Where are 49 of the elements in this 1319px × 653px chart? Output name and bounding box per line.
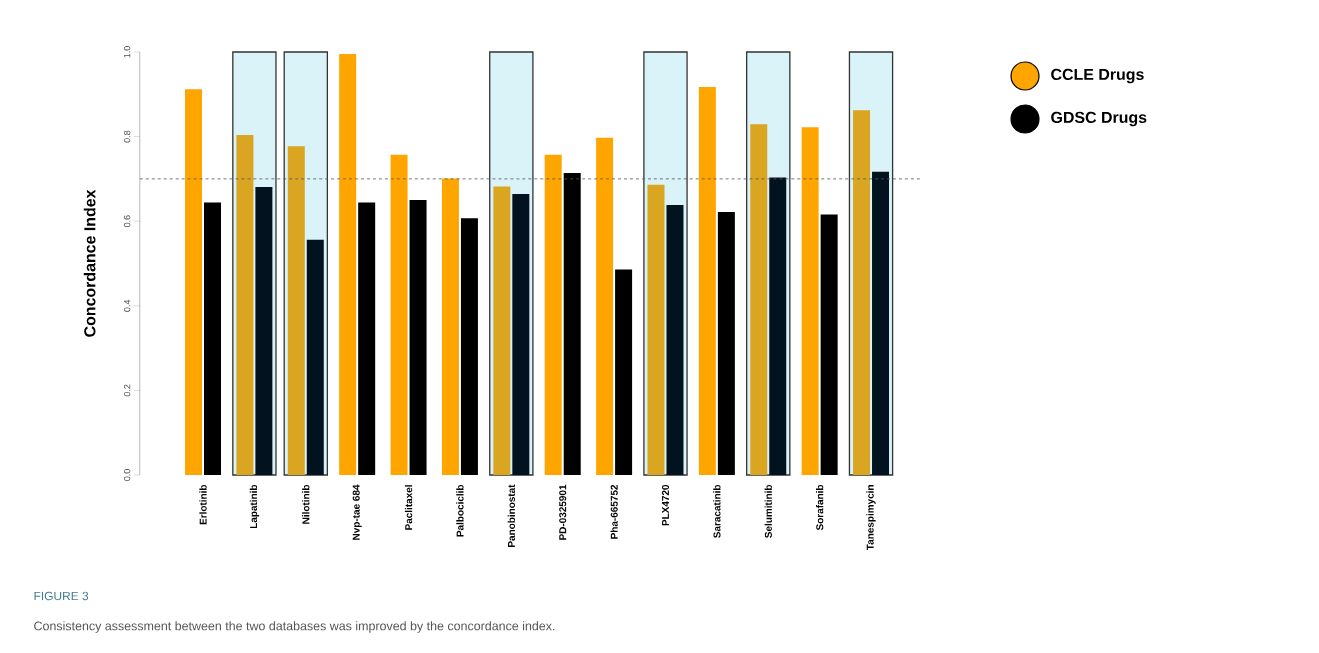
bar bbox=[409, 200, 427, 475]
bar bbox=[390, 154, 408, 475]
y-tick-label: 0.8 bbox=[123, 130, 131, 143]
bar bbox=[872, 171, 890, 475]
legend-label: CCLE Drugs bbox=[1051, 68, 1144, 84]
bar bbox=[563, 172, 581, 475]
x-tick-label: Panobinostat bbox=[507, 484, 515, 547]
bar bbox=[185, 89, 203, 475]
bar bbox=[717, 211, 735, 475]
bar bbox=[358, 202, 376, 475]
y-tick-label: 0.0 bbox=[123, 469, 131, 481]
y-tick-label: 0.6 bbox=[123, 215, 131, 228]
x-tick-label: Nvp-tae 684 bbox=[352, 484, 362, 540]
x-tick-label: Pha-665752 bbox=[610, 484, 618, 539]
bar bbox=[512, 194, 530, 475]
bar bbox=[698, 87, 716, 475]
text: Consistency assessment between the two databases was improved by the concordance index. bbox=[34, 621, 555, 633]
bar bbox=[647, 184, 665, 475]
x-tick-label: Lapatinib bbox=[249, 484, 260, 529]
bar bbox=[544, 154, 562, 475]
y-axis-title: Concordance Index bbox=[83, 189, 96, 337]
x-tick-label: Saracatinib bbox=[713, 484, 721, 538]
y-tick-label: 1.0 bbox=[123, 46, 131, 58]
x-tick-label: Sorafanib bbox=[815, 484, 824, 531]
x-tick-label: Palbociclib bbox=[456, 484, 464, 537]
bar bbox=[666, 205, 684, 475]
caption: FIGURE 3 bbox=[34, 591, 89, 601]
x-tick-label: Erlotinib bbox=[199, 484, 207, 525]
bar bbox=[204, 202, 222, 475]
y-tick-label: 0.4 bbox=[123, 299, 131, 312]
legend-label: GDSC Drugs bbox=[1051, 111, 1147, 127]
x-tick-label: Tanespimycin bbox=[866, 485, 876, 551]
bar bbox=[820, 214, 838, 475]
x-tick-label: Selumitinib bbox=[764, 484, 772, 538]
x-tick-label: Nilotinib bbox=[302, 484, 310, 524]
bar bbox=[255, 186, 273, 475]
x-tick-label: Paclitaxel bbox=[404, 485, 413, 530]
bar bbox=[493, 186, 511, 475]
bar bbox=[769, 177, 787, 475]
x-tick-label: PLX4720 bbox=[661, 484, 670, 526]
x-tick-label: PD-0325901 bbox=[559, 484, 567, 540]
bar bbox=[460, 218, 478, 475]
bar bbox=[801, 127, 819, 475]
bar bbox=[441, 178, 459, 475]
bar bbox=[306, 239, 324, 475]
bar bbox=[596, 137, 614, 475]
y-tick-label: 0.2 bbox=[123, 384, 131, 397]
bar bbox=[339, 54, 357, 475]
bar bbox=[615, 269, 633, 475]
